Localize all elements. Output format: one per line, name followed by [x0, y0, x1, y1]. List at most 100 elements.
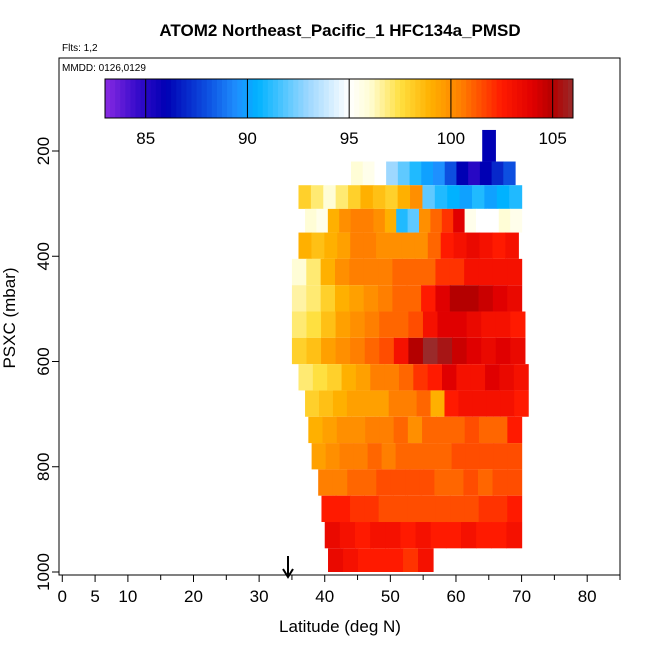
- heatmap-cell: [332, 390, 348, 417]
- heatmap-cell: [423, 443, 439, 470]
- colorbar-segment: [450, 79, 457, 118]
- heatmap-cell: [373, 548, 389, 572]
- heatmap-cell: [413, 364, 429, 391]
- heatmap-cell: [500, 390, 515, 417]
- heatmap-cell: [316, 208, 329, 233]
- heatmap-cell: [514, 390, 529, 417]
- colorbar-segment: [511, 79, 518, 118]
- heatmap-cell: [319, 390, 334, 417]
- heatmap-cell: [513, 364, 529, 391]
- heatmap-cell: [470, 364, 486, 391]
- colorbar-segment: [420, 79, 426, 118]
- heatmap-cell: [419, 469, 436, 496]
- x-axis-label: Latitude (deg N): [279, 617, 401, 636]
- colorbar-tick-label: 100: [437, 129, 465, 148]
- heatmap-cell: [350, 208, 363, 233]
- heatmap-cell: [463, 469, 479, 496]
- heatmap-cell: [433, 161, 446, 186]
- heatmap-cell: [437, 337, 453, 365]
- heatmap-cell: [320, 285, 336, 312]
- heatmap-cells: [291, 129, 529, 572]
- heatmap-cell: [445, 522, 462, 549]
- heatmap-cell: [308, 416, 324, 444]
- heatmap-cell: [381, 443, 397, 470]
- heatmap-cell: [335, 337, 351, 365]
- heatmap-cell: [298, 364, 314, 391]
- colorbar-segment: [400, 79, 406, 118]
- heatmap-cell: [325, 443, 341, 470]
- heatmap-cell: [491, 161, 504, 186]
- colorbar-segment: [471, 79, 477, 118]
- colorbar-segment: [430, 79, 437, 118]
- heatmap-cell: [298, 185, 312, 209]
- colorbar-segment: [394, 79, 401, 118]
- colorbar-segment: [440, 79, 447, 118]
- colorbar-segment: [155, 79, 162, 118]
- colorbar-segment: [527, 79, 533, 118]
- heatmap-cell: [378, 258, 393, 286]
- colorbar-segment: [283, 79, 289, 118]
- heatmap-cell: [493, 416, 508, 444]
- heatmap-cell: [409, 443, 425, 470]
- colorbar-segment: [405, 79, 411, 118]
- heatmap-cell: [370, 364, 386, 391]
- heatmap-cell: [384, 364, 400, 391]
- colorbar-segment: [456, 79, 462, 118]
- heatmap-cell: [421, 161, 434, 186]
- heatmap-cell: [406, 285, 422, 312]
- heatmap-cell: [346, 390, 362, 417]
- flights-note: Flts: 1,2: [62, 43, 98, 54]
- heatmap-cell: [506, 522, 523, 549]
- y-axis-label: PSXC (mbar): [0, 267, 19, 368]
- colorbar-segment: [562, 79, 569, 118]
- colorbar-segment: [364, 79, 371, 118]
- heatmap-cell: [466, 337, 482, 365]
- heatmap-cell: [456, 364, 472, 391]
- heatmap-cell: [505, 232, 519, 259]
- heatmap-cell: [444, 161, 458, 186]
- heatmap-cell: [458, 390, 473, 417]
- colorbar-segment: [415, 79, 421, 118]
- colorbar-segment: [216, 79, 223, 118]
- heatmap-cell: [389, 232, 403, 259]
- colorbar-segment: [542, 79, 549, 118]
- heatmap-cell: [509, 185, 523, 209]
- colorbar-segment: [339, 79, 345, 118]
- heatmap-cell: [422, 185, 436, 209]
- heatmap-cell: [350, 232, 364, 259]
- colorbar-segment: [145, 79, 152, 118]
- heatmap-cell: [363, 258, 379, 286]
- heatmap-cell: [461, 522, 477, 549]
- heatmap-cell: [472, 185, 485, 209]
- heatmap-cell: [374, 161, 387, 186]
- heatmap-cell: [421, 258, 437, 286]
- colorbar-segment: [466, 79, 472, 118]
- colorbar-segment: [186, 79, 192, 118]
- heatmap-cell: [495, 337, 511, 365]
- heatmap-cell: [416, 390, 432, 417]
- heatmap-cell: [407, 208, 420, 233]
- x-tick-label: 10: [118, 587, 137, 606]
- colorbar-segment: [313, 79, 320, 118]
- heatmap-cell: [291, 311, 308, 338]
- heatmap-cell: [320, 258, 336, 286]
- heatmap-cell: [495, 311, 511, 338]
- y-tick-label: 400: [34, 242, 53, 270]
- arrow-marker: [282, 556, 294, 579]
- heatmap-cell: [403, 548, 419, 572]
- heatmap-cell: [421, 285, 437, 312]
- heatmap-cell: [390, 469, 406, 496]
- heatmap-cell: [503, 161, 516, 186]
- heatmap-cell: [507, 469, 523, 496]
- heatmap-cell: [370, 522, 386, 549]
- heatmap-cell: [402, 390, 418, 417]
- colorbar-segment: [425, 79, 432, 118]
- heatmap-cell: [492, 495, 508, 522]
- heatmap-cell: [355, 522, 371, 549]
- heatmap-cell: [468, 161, 481, 186]
- x-tick-label: 50: [381, 587, 400, 606]
- colorbar-segment: [191, 79, 198, 118]
- heatmap-cell: [361, 469, 377, 496]
- colorbar-segment: [293, 79, 299, 118]
